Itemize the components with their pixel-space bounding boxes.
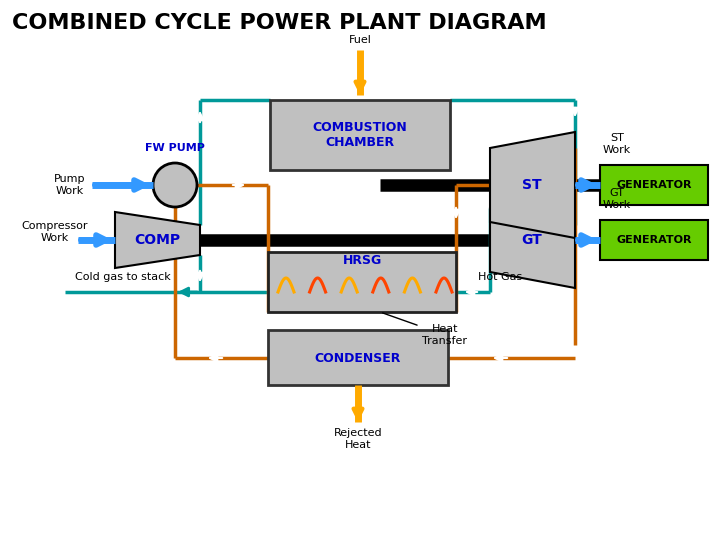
Text: GT: GT [521, 233, 542, 247]
Text: Hot Gas: Hot Gas [478, 272, 522, 282]
Text: GT
Work: GT Work [603, 188, 631, 210]
Polygon shape [490, 132, 575, 238]
Text: CONDENSER: CONDENSER [315, 352, 401, 365]
Text: Rejected
Heat: Rejected Heat [333, 428, 382, 450]
Text: ST: ST [522, 178, 542, 192]
Text: Fuel: Fuel [348, 35, 372, 45]
Text: ST
Work: ST Work [603, 133, 631, 155]
Text: COMBUSTION
CHAMBER: COMBUSTION CHAMBER [312, 121, 408, 149]
FancyBboxPatch shape [600, 165, 708, 205]
FancyBboxPatch shape [268, 330, 448, 385]
FancyBboxPatch shape [600, 220, 708, 260]
FancyBboxPatch shape [268, 252, 456, 312]
Text: Heat
Transfer: Heat Transfer [382, 313, 467, 346]
Text: Cold gas to stack: Cold gas to stack [75, 272, 171, 282]
Text: HRSG: HRSG [343, 254, 382, 267]
Circle shape [153, 163, 197, 207]
Text: FW PUMP: FW PUMP [145, 143, 205, 153]
FancyBboxPatch shape [270, 100, 450, 170]
Text: Pump
Work: Pump Work [54, 174, 86, 196]
Text: Compressor
Work: Compressor Work [22, 221, 89, 243]
Text: GENERATOR: GENERATOR [616, 180, 692, 190]
Text: GENERATOR: GENERATOR [616, 235, 692, 245]
Polygon shape [115, 212, 200, 268]
Text: COMBINED CYCLE POWER PLANT DIAGRAM: COMBINED CYCLE POWER PLANT DIAGRAM [12, 13, 546, 33]
Polygon shape [490, 192, 575, 288]
Text: COMP: COMP [134, 233, 180, 247]
